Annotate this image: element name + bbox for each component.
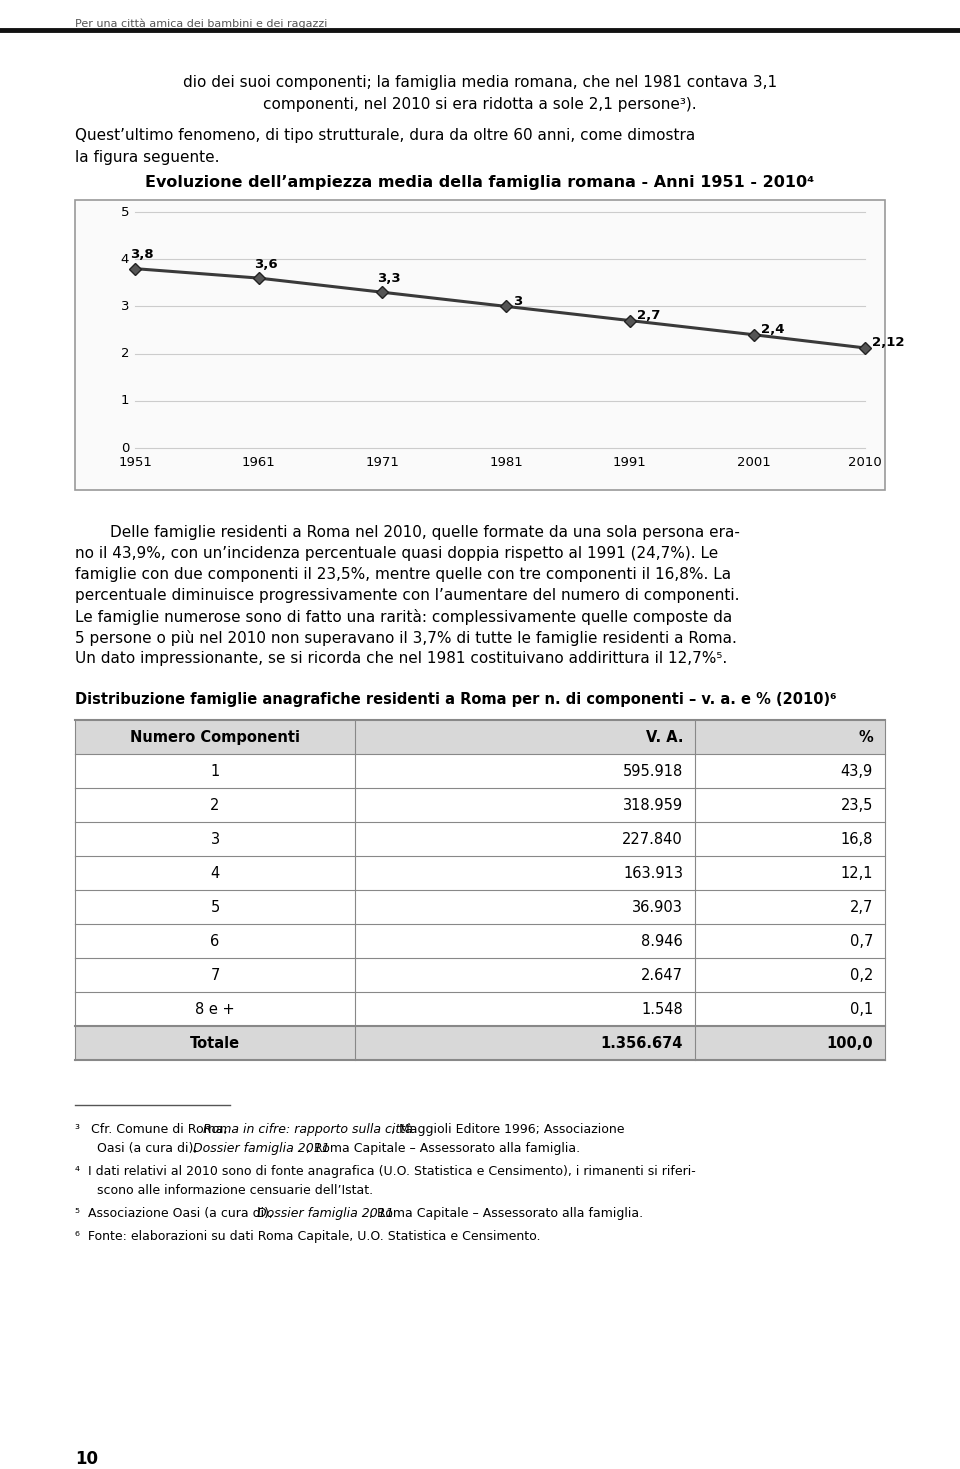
- Text: 163.913: 163.913: [623, 865, 683, 880]
- Bar: [75, 720, 885, 754]
- Text: 1.356.674: 1.356.674: [601, 1036, 683, 1050]
- Text: 3,8: 3,8: [130, 248, 154, 261]
- Text: 36.903: 36.903: [632, 899, 683, 915]
- Text: 0,2: 0,2: [850, 968, 873, 983]
- Bar: [75, 200, 885, 491]
- Text: 5: 5: [210, 899, 220, 915]
- Text: , Roma Capitale – Assessorato alla famiglia.: , Roma Capitale – Assessorato alla famig…: [305, 1141, 580, 1155]
- Text: 8 e +: 8 e +: [195, 1002, 235, 1017]
- Text: 12,1: 12,1: [841, 865, 873, 880]
- Text: 1991: 1991: [613, 455, 647, 469]
- Text: famiglie con due componenti il 23,5%, mentre quelle con tre componenti il 16,8%.: famiglie con due componenti il 23,5%, me…: [75, 567, 732, 582]
- Text: Oasi (a cura di),: Oasi (a cura di),: [97, 1141, 202, 1155]
- Text: Distribuzione famiglie anagrafiche residenti a Roma per n. di componenti – v. a.: Distribuzione famiglie anagrafiche resid…: [75, 692, 836, 707]
- Text: 1971: 1971: [366, 455, 399, 469]
- Text: 1981: 1981: [490, 455, 523, 469]
- Text: 318.959: 318.959: [623, 798, 683, 812]
- Text: Per una città amica dei bambini e dei ragazzi: Per una città amica dei bambini e dei ra…: [75, 18, 327, 28]
- Text: 1: 1: [210, 764, 220, 779]
- Text: 3: 3: [121, 300, 129, 313]
- Text: 3: 3: [514, 295, 522, 308]
- Text: %: %: [858, 730, 873, 745]
- Text: 100,0: 100,0: [827, 1036, 873, 1050]
- Text: 0: 0: [121, 442, 129, 454]
- Text: 8.946: 8.946: [641, 933, 683, 949]
- Text: 43,9: 43,9: [841, 764, 873, 779]
- Text: 3,3: 3,3: [377, 272, 401, 285]
- Text: 2,4: 2,4: [760, 323, 784, 336]
- Text: , Roma Capitale – Assessorato alla famiglia.: , Roma Capitale – Assessorato alla famig…: [370, 1208, 643, 1219]
- Text: no il 43,9%, con un’incidenza percentuale quasi doppia rispetto al 1991 (24,7%).: no il 43,9%, con un’incidenza percentual…: [75, 546, 718, 561]
- Text: V. A.: V. A.: [645, 730, 683, 745]
- Text: 2,7: 2,7: [636, 308, 660, 322]
- Text: dio dei suoi componenti; la famiglia media romana, che nel 1981 contava 3,1: dio dei suoi componenti; la famiglia med…: [183, 75, 777, 90]
- Bar: [75, 1025, 885, 1061]
- Text: 2,7: 2,7: [850, 899, 873, 915]
- Text: la figura seguente.: la figura seguente.: [75, 150, 220, 165]
- Text: 10: 10: [75, 1450, 98, 1468]
- Text: 1: 1: [121, 394, 129, 407]
- Text: 2: 2: [210, 798, 220, 812]
- Text: ⁴  I dati relativi al 2010 sono di fonte anagrafica (U.O. Statistica e Censiment: ⁴ I dati relativi al 2010 sono di fonte …: [75, 1165, 696, 1178]
- Text: 7: 7: [210, 968, 220, 983]
- Text: ⁵  Associazione Oasi (a cura di),: ⁵ Associazione Oasi (a cura di),: [75, 1208, 277, 1219]
- Text: componenti, nel 2010 si era ridotta a sole 2,1 persone³).: componenti, nel 2010 si era ridotta a so…: [263, 97, 697, 112]
- Text: 2001: 2001: [736, 455, 771, 469]
- Text: 2,12: 2,12: [872, 336, 904, 350]
- Text: 4: 4: [121, 253, 129, 266]
- Text: 2.647: 2.647: [641, 968, 683, 983]
- Text: Delle famiglie residenti a Roma nel 2010, quelle formate da una sola persona era: Delle famiglie residenti a Roma nel 2010…: [110, 524, 740, 541]
- Text: 1961: 1961: [242, 455, 276, 469]
- Text: 227.840: 227.840: [622, 831, 683, 846]
- Text: percentuale diminuisce progressivamente con l’aumentare del numero di componenti: percentuale diminuisce progressivamente …: [75, 588, 739, 602]
- Text: 0,7: 0,7: [850, 933, 873, 949]
- Text: 6: 6: [210, 933, 220, 949]
- Text: 5 persone o più nel 2010 non superavano il 3,7% di tutte le famiglie residenti a: 5 persone o più nel 2010 non superavano …: [75, 630, 737, 646]
- Text: 0,1: 0,1: [850, 1002, 873, 1017]
- Text: Quest’ultimo fenomeno, di tipo strutturale, dura da oltre 60 anni, come dimostra: Quest’ultimo fenomeno, di tipo struttura…: [75, 128, 695, 142]
- Text: Roma in cifre: rapporto sulla città: Roma in cifre: rapporto sulla città: [204, 1122, 413, 1136]
- Text: 23,5: 23,5: [841, 798, 873, 812]
- Text: 3,6: 3,6: [253, 257, 277, 270]
- Text: , Maggioli Editore 1996; Associazione: , Maggioli Editore 1996; Associazione: [391, 1122, 624, 1136]
- Text: Evoluzione dell’ampiezza media della famiglia romana - Anni 1951 - 2010⁴: Evoluzione dell’ampiezza media della fam…: [145, 175, 815, 190]
- Text: Cfr. Comune di Roma,: Cfr. Comune di Roma,: [91, 1122, 231, 1136]
- Text: Dossier famiglia 2011: Dossier famiglia 2011: [257, 1208, 394, 1219]
- Text: Dossier famiglia 2011: Dossier famiglia 2011: [193, 1141, 330, 1155]
- Text: Totale: Totale: [190, 1036, 240, 1050]
- Text: 16,8: 16,8: [841, 831, 873, 846]
- Text: 1.548: 1.548: [641, 1002, 683, 1017]
- Text: 1951: 1951: [118, 455, 152, 469]
- Text: Le famiglie numerose sono di fatto una rarità: complessivamente quelle composte : Le famiglie numerose sono di fatto una r…: [75, 610, 732, 624]
- Text: ⁶  Fonte: elaborazioni su dati Roma Capitale, U.O. Statistica e Censimento.: ⁶ Fonte: elaborazioni su dati Roma Capit…: [75, 1230, 540, 1243]
- Text: 595.918: 595.918: [623, 764, 683, 779]
- Text: 4: 4: [210, 865, 220, 880]
- Text: scono alle informazione censuarie dell’Istat.: scono alle informazione censuarie dell’I…: [97, 1184, 373, 1197]
- Text: 5: 5: [121, 206, 129, 219]
- Text: ³: ³: [75, 1122, 88, 1136]
- Text: 3: 3: [210, 831, 220, 846]
- Text: 2: 2: [121, 347, 129, 360]
- Text: Numero Componenti: Numero Componenti: [130, 730, 300, 745]
- Text: Un dato impressionante, se si ricorda che nel 1981 costituivano addirittura il 1: Un dato impressionante, se si ricorda ch…: [75, 651, 728, 665]
- Text: 2010: 2010: [848, 455, 882, 469]
